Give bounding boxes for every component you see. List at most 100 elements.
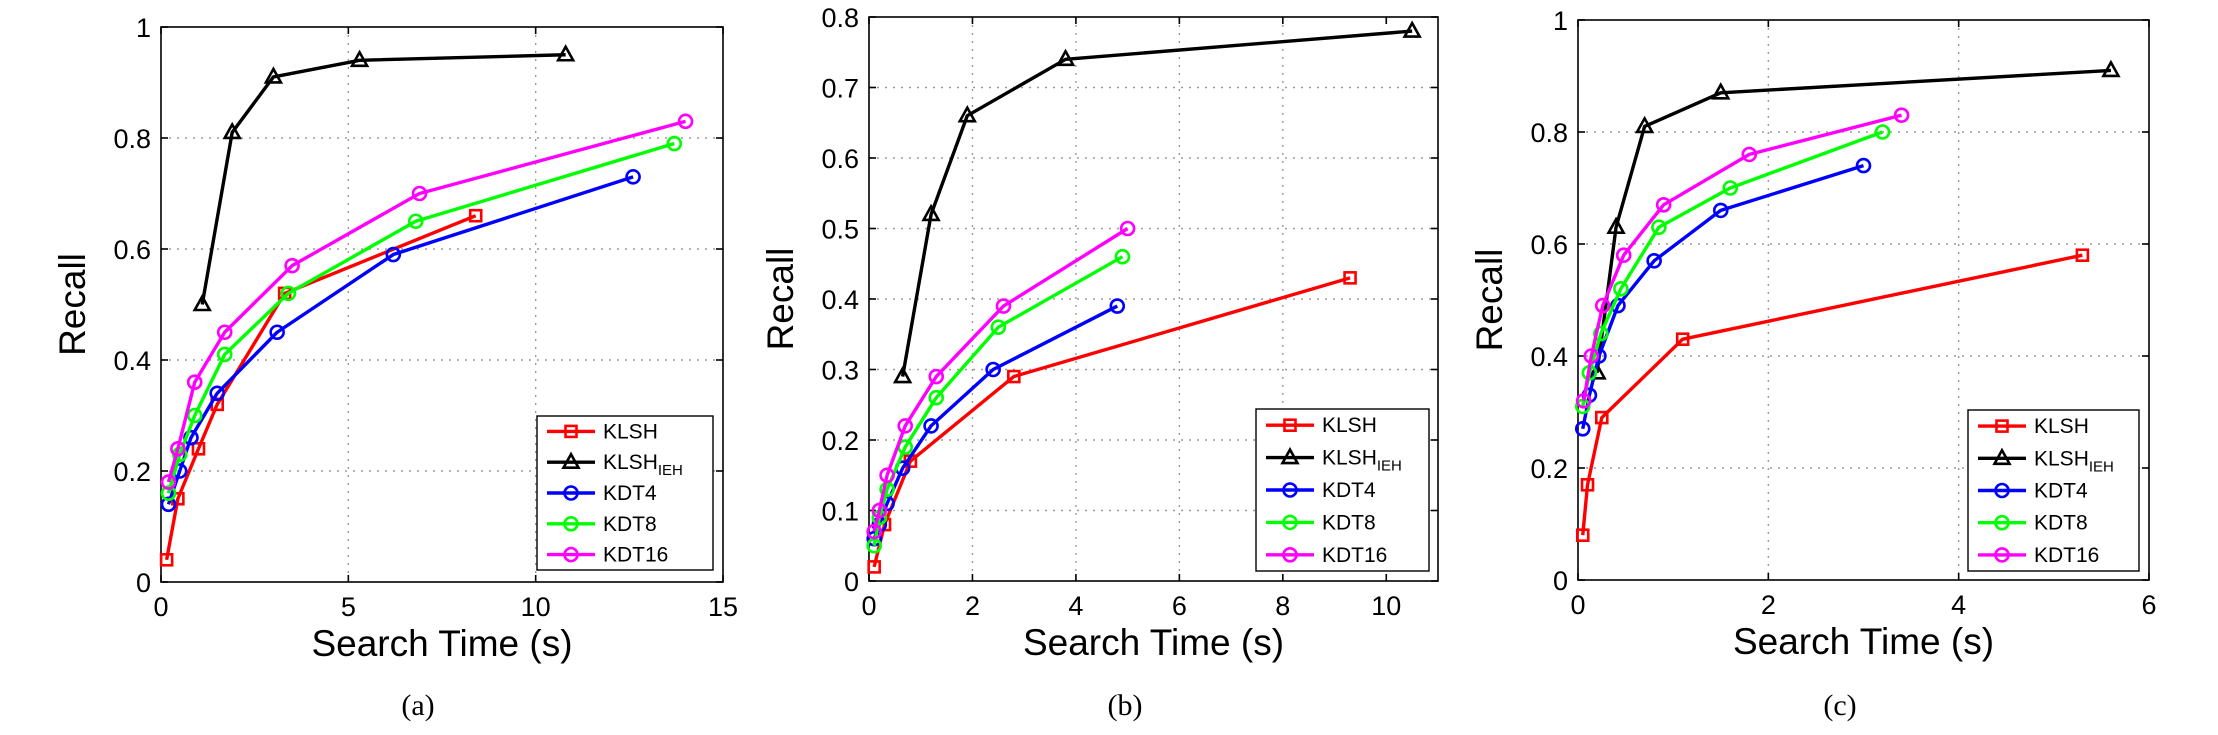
data-point bbox=[160, 485, 177, 502]
y-tick-label: 0.2 bbox=[1530, 454, 1568, 484]
legend-item: KDT8 bbox=[1266, 511, 1376, 534]
series-kdt4 bbox=[160, 169, 641, 513]
data-point bbox=[990, 319, 1007, 336]
y-tick-label: 0.8 bbox=[1530, 118, 1568, 148]
subplot-caption: (b) bbox=[1108, 689, 1143, 722]
series-kdt16 bbox=[866, 220, 1136, 540]
x-tick-label: 2 bbox=[1761, 590, 1776, 620]
legend-label: KLSHIEH bbox=[603, 451, 683, 479]
data-point bbox=[2101, 59, 2121, 78]
data-point bbox=[170, 440, 186, 457]
data-point bbox=[1594, 410, 1609, 425]
subplot-caption: (c) bbox=[1823, 689, 1856, 722]
data-point bbox=[1119, 220, 1136, 237]
legend-label: KLSH bbox=[2034, 415, 2089, 438]
y-axis-label: Recall bbox=[1469, 249, 1510, 352]
plot-area-frame bbox=[1577, 19, 2150, 581]
data-point bbox=[677, 113, 694, 130]
data-point bbox=[269, 324, 285, 341]
data-point bbox=[1893, 107, 1910, 123]
y-tick-label: 0.5 bbox=[821, 215, 859, 245]
data-point bbox=[928, 368, 945, 385]
legend-marker bbox=[564, 424, 578, 439]
series-line bbox=[872, 227, 1129, 533]
data-point bbox=[263, 66, 284, 84]
y-axis-label: Recall bbox=[760, 248, 801, 351]
legend-label: KLSHIEH bbox=[1322, 447, 1402, 475]
data-point bbox=[1402, 20, 1422, 38]
data-point bbox=[222, 121, 242, 140]
x-tick-label: 10 bbox=[521, 592, 551, 622]
legend-marker bbox=[561, 451, 581, 470]
legend-label: KLSH bbox=[603, 420, 658, 443]
legend-marker bbox=[1994, 514, 2010, 531]
y-tick-label: 0.6 bbox=[821, 144, 859, 174]
data-point bbox=[349, 49, 370, 68]
legend-item: KLSH bbox=[547, 420, 658, 443]
data-point bbox=[1874, 124, 1891, 140]
x-tick-label: 5 bbox=[341, 592, 356, 622]
data-point bbox=[160, 474, 177, 490]
data-point bbox=[192, 293, 212, 312]
grid bbox=[161, 27, 723, 582]
y-tick-label: 1 bbox=[1553, 6, 1568, 36]
series-line bbox=[1582, 113, 1902, 402]
legend-marker bbox=[563, 515, 579, 532]
legend-item: KDT16 bbox=[1978, 544, 2099, 567]
series-line bbox=[900, 29, 1413, 377]
legend-label: KDT16 bbox=[1322, 544, 1387, 567]
data-point bbox=[385, 246, 402, 263]
legend-label: KDT8 bbox=[603, 513, 657, 536]
legend: KLSH KLSHIEH KDT4 KDT8 KDT16 bbox=[1967, 409, 2140, 572]
data-point bbox=[871, 502, 888, 519]
legend-label: KLSH bbox=[1322, 414, 1377, 437]
legend: KLSH KLSHIEH KDT4 KDT8 KDT16 bbox=[536, 415, 714, 571]
data-point bbox=[209, 385, 225, 402]
legend: KLSH KLSHIEH KDT4 KDT8 KDT16 bbox=[1255, 408, 1430, 572]
data-point bbox=[921, 203, 941, 222]
legend-label: KDT4 bbox=[603, 482, 657, 505]
y-tick-label: 1 bbox=[136, 13, 151, 43]
data-point bbox=[160, 496, 177, 513]
y-tick-label: 0.2 bbox=[113, 457, 151, 487]
data-point bbox=[284, 257, 300, 274]
series-kdt8 bbox=[866, 248, 1131, 554]
series-line bbox=[164, 214, 477, 561]
data-point bbox=[1651, 219, 1667, 235]
x-tick-label: 8 bbox=[1275, 591, 1290, 621]
legend-item: KDT8 bbox=[547, 513, 657, 536]
legend-label: KLSHIEH bbox=[2034, 447, 2114, 475]
legend-marker bbox=[1283, 418, 1297, 433]
data-point bbox=[867, 560, 881, 574]
x-tick-label: 4 bbox=[1951, 590, 1966, 620]
data-point bbox=[1593, 325, 1609, 342]
x-tick-label: 0 bbox=[1570, 590, 1585, 620]
x-axis-label: Search Time (s) bbox=[311, 623, 572, 664]
data-point bbox=[1114, 248, 1131, 265]
data-point bbox=[897, 418, 914, 434]
legend-item: KDT16 bbox=[547, 544, 668, 567]
legend-label: KDT16 bbox=[603, 544, 668, 567]
data-point bbox=[1722, 180, 1739, 196]
legend-label: KDT8 bbox=[2034, 512, 2088, 535]
data-point bbox=[186, 407, 203, 424]
series-kdt16 bbox=[160, 113, 694, 490]
legend-item: KDT4 bbox=[1978, 480, 2088, 503]
data-point bbox=[1855, 157, 1872, 174]
legend-marker bbox=[563, 546, 579, 563]
y-tick-label: 0 bbox=[844, 567, 859, 597]
data-point bbox=[280, 285, 297, 302]
legend-label: KDT4 bbox=[1322, 479, 1376, 502]
data-point bbox=[1646, 252, 1662, 269]
series-line bbox=[872, 255, 1124, 547]
data-point bbox=[1055, 48, 1076, 67]
data-point bbox=[159, 552, 174, 567]
legend-marker bbox=[563, 485, 579, 501]
data-point bbox=[1343, 271, 1357, 285]
legend-label: KDT16 bbox=[2034, 544, 2099, 567]
legend-item: KLSH bbox=[1978, 415, 2089, 438]
data-point bbox=[1655, 197, 1672, 213]
legend-marker bbox=[1995, 419, 2009, 433]
data-point bbox=[625, 169, 641, 185]
